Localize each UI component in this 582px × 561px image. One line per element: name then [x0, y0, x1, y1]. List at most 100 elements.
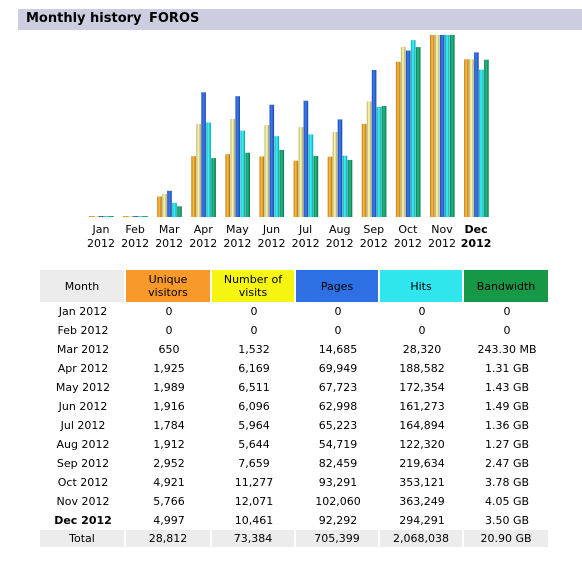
- header-unique-visitors-line2: visitors: [148, 286, 188, 299]
- section-title: Monthly history: [26, 11, 142, 26]
- table-row: Jun 2012 1,916 6,096 62,998 161,273 1.49 GB: [40, 397, 550, 416]
- year-label: 2012: [326, 237, 354, 250]
- bar-bandwidth_gb-feb: [143, 216, 148, 217]
- cell-hits: 172,354: [380, 378, 464, 397]
- bar-pages-may: [235, 96, 240, 217]
- bar-visits-oct: [400, 47, 406, 217]
- cell-unique-visitors: 2,952: [126, 454, 212, 473]
- bar-visits-jul: [298, 127, 304, 217]
- cell-hits: 363,249: [380, 492, 464, 511]
- cell-pages: 0: [296, 302, 380, 321]
- bar-hits-apr: [206, 122, 211, 217]
- bar-pages-nov: [440, 35, 445, 217]
- header-hits: Hits: [380, 270, 464, 302]
- table-row: Mar 2012 650 1,532 14,685 28,320 243.30 MB: [40, 340, 550, 359]
- cell-hits: 219,634: [380, 454, 464, 473]
- bar-visits-aug: [332, 131, 338, 217]
- bar-pages-sep: [371, 70, 377, 217]
- bar-unique_visitors-oct: [395, 61, 401, 218]
- table-header-row: Month Unique visitors Number of visits P…: [40, 270, 550, 302]
- bar-pages-apr: [201, 92, 206, 217]
- table-row: Aug 2012 1,912 5,644 54,719 122,320 1.27 GB: [40, 435, 550, 454]
- year-label: 2012: [292, 237, 320, 250]
- cell-unique-visitors: 1,916: [126, 397, 212, 416]
- cell-month: Apr 2012: [40, 359, 126, 378]
- bar-unique_visitors-nov: [430, 35, 435, 217]
- table-row: Nov 2012 5,766 12,071 102,060 363,249 4.05 GB: [40, 492, 550, 511]
- cell-month: Jul 2012: [40, 416, 126, 435]
- header-pages: Pages: [296, 270, 380, 302]
- cell-pages: 54,719: [296, 435, 380, 454]
- cell-bandwidth: 1.36 GB: [464, 416, 550, 435]
- cell-pages: 65,223: [296, 416, 380, 435]
- cell-bandwidth: 1.27 GB: [464, 435, 550, 454]
- year-label: 2012: [121, 237, 149, 250]
- bar-visits-may: [230, 118, 235, 217]
- year-label: 2012: [461, 237, 492, 250]
- bar-bandwidth_gb-apr: [211, 158, 216, 217]
- bar-unique_visitors-aug: [327, 156, 333, 217]
- bar-bandwidth_gb-sep: [381, 106, 387, 217]
- bar-visits-dec: [469, 59, 474, 217]
- section-header: Monthly history FOROS: [18, 9, 582, 30]
- cell-unique-visitors: 0: [126, 302, 212, 321]
- total-hits: 2,068,038: [380, 530, 464, 547]
- cell-visits: 5,644: [212, 435, 296, 454]
- table-row: Jul 2012 1,784 5,964 65,223 164,894 1.36 GB: [40, 416, 550, 435]
- bar-visits-feb: [128, 216, 133, 217]
- cell-month: Nov 2012: [40, 492, 126, 511]
- cell-visits: 6,096: [212, 397, 296, 416]
- year-label: 2012: [258, 237, 286, 250]
- cell-hits: 294,291: [380, 511, 464, 530]
- bar-hits-dec: [479, 69, 484, 217]
- cell-pages: 0: [296, 321, 380, 340]
- month-label: Dec: [465, 223, 488, 236]
- month-label: Mar: [159, 223, 180, 236]
- cell-pages: 82,459: [296, 454, 380, 473]
- bar-hits-sep: [376, 107, 382, 217]
- cell-month: Jun 2012: [40, 397, 126, 416]
- bar-unique_visitors-sep: [361, 123, 367, 217]
- bar-visits-jan: [94, 216, 99, 217]
- cell-month: Mar 2012: [40, 340, 126, 359]
- bar-pages-aug: [337, 119, 343, 217]
- bar-bandwidth_gb-aug: [347, 159, 353, 217]
- bar-pages-jan: [99, 216, 104, 217]
- table-row: Dec 2012 4,997 10,461 92,292 294,291 3.50 GB: [40, 511, 550, 530]
- month-label: Jun: [262, 223, 280, 236]
- bar-visits-jun: [264, 125, 270, 217]
- cell-hits: 0: [380, 302, 464, 321]
- bar-unique_visitors-apr: [191, 156, 196, 217]
- bar-visits-sep: [366, 101, 372, 217]
- cell-bandwidth: 2.47 GB: [464, 454, 550, 473]
- cell-unique-visitors: 5,766: [126, 492, 212, 511]
- bar-bandwidth_gb-jun: [279, 150, 285, 217]
- cell-visits: 5,964: [212, 416, 296, 435]
- cell-bandwidth: 1.43 GB: [464, 378, 550, 397]
- bar-unique_visitors-dec: [464, 59, 469, 217]
- bar-hits-jan: [104, 216, 109, 217]
- header-visits-line1: Number of: [223, 273, 283, 286]
- month-label: May: [226, 223, 249, 236]
- cell-month: May 2012: [40, 378, 126, 397]
- bar-pages-mar: [167, 190, 172, 217]
- cell-month: Aug 2012: [40, 435, 126, 454]
- cell-visits: 12,071: [212, 492, 296, 511]
- cell-bandwidth: 1.49 GB: [464, 397, 550, 416]
- bar-visits-mar: [162, 193, 167, 217]
- month-label: Aug: [329, 223, 350, 236]
- total-label: Total: [40, 530, 126, 547]
- table-row: Feb 2012 0 0 0 0 0: [40, 321, 550, 340]
- bar-pages-jun: [269, 104, 275, 217]
- bar-visits-nov: [435, 35, 440, 217]
- year-label: 2012: [87, 237, 115, 250]
- cell-hits: 122,320: [380, 435, 464, 454]
- bar-bandwidth_gb-mar: [177, 206, 182, 217]
- total-unique-visitors: 28,812: [126, 530, 212, 547]
- cell-unique-visitors: 4,997: [126, 511, 212, 530]
- cell-bandwidth: 243.30 MB: [464, 340, 550, 359]
- cell-pages: 62,998: [296, 397, 380, 416]
- year-label: 2012: [223, 237, 251, 250]
- cell-hits: 161,273: [380, 397, 464, 416]
- table-row: Jan 2012 0 0 0 0 0: [40, 302, 550, 321]
